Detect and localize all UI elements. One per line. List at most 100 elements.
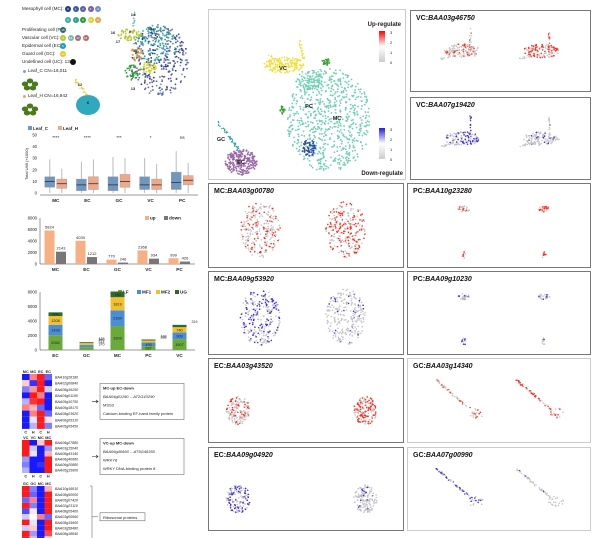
mc-point [363,103,366,106]
ec-point [245,149,248,152]
mc-point [339,82,342,85]
cell-point [148,40,151,43]
cell-point [142,30,144,32]
cell-point [459,55,461,57]
cell-point [529,53,531,56]
cell-point [124,37,126,40]
pc-point [309,78,312,81]
cell-point [163,34,166,37]
heatmap-cell [29,525,37,531]
cell-point [265,249,267,252]
mc-point [309,106,312,108]
cell-point [473,50,476,52]
cell-point [330,315,333,318]
cell-point [147,66,149,69]
cell-point [465,50,467,53]
mc-point [319,113,322,116]
cell-point [341,206,343,208]
cell-point [256,219,259,221]
mc-point [355,85,357,88]
gene-label: BAA05g18170 [55,406,78,410]
cell-point [347,231,350,234]
gc-point [217,124,220,127]
ec-point [230,171,233,174]
feature-title: GC:BAA03g14340 [413,363,473,370]
vc-point [270,61,273,63]
cell-point [350,219,352,222]
ec-point [241,173,244,176]
cell-point [325,227,328,229]
cell-point [120,30,123,33]
mc-point [350,85,352,88]
cell-point [169,33,172,35]
mc-point [355,126,358,129]
cell-point [236,509,238,511]
pc-point [311,87,314,90]
cell-point [241,233,243,236]
cell-point [539,55,541,57]
cell-point [136,67,138,69]
mc-point [322,167,325,170]
cell-point [166,40,169,43]
cell-point [368,502,370,504]
cell-point [271,249,274,251]
cell-point [257,208,260,210]
heatmap-cell [37,467,45,473]
cell-point [372,409,375,412]
cell-point [171,28,174,31]
cell-point [330,247,333,249]
cell-point [341,329,343,331]
cell-point [528,142,531,145]
cell-point [373,408,375,410]
mc-point [353,112,356,115]
cell-point [462,340,465,343]
gene-label: BAA06g05310 [55,418,78,422]
cell-point [243,223,245,225]
cell-point [347,220,349,223]
gc-point [222,127,225,129]
heatmap-cell [29,462,37,468]
mc-point [307,125,309,128]
cell-point [462,141,464,144]
cell-point [171,69,174,72]
cell-point [273,302,276,305]
cell-point [375,494,377,496]
mc-point [357,140,359,142]
cell-point [518,57,521,59]
cell-point [350,209,352,212]
cell-point [351,223,353,225]
mc-point [338,104,341,107]
mc-point [293,141,296,143]
bar-segment [172,327,187,333]
cell-point [247,493,250,496]
cell-point [85,93,87,96]
cell-point [334,298,337,301]
mc-point [320,158,323,160]
pc-point [312,81,315,84]
cell-point [245,247,248,249]
cell-point [259,340,262,343]
mc-point [319,108,322,111]
cell-point [135,53,138,56]
cell-point [331,212,334,215]
cell-point [526,48,528,51]
mc-point [312,111,315,113]
gc-point [223,128,226,131]
cell-point [238,405,240,407]
mc-point [344,107,347,110]
ec-point [236,161,239,164]
mc-point [333,80,335,82]
cell-point [150,34,152,37]
blue-point [312,141,315,143]
cell-point [245,241,247,244]
data-label: 770 [108,254,115,259]
cell-point [343,221,346,224]
cell-point [154,49,157,52]
cell-point [461,401,464,404]
mc-point [297,141,300,144]
mc-point [352,94,355,97]
cell-point [248,211,250,213]
mc-point [316,108,319,111]
cell-point [547,47,549,50]
cell-point [242,225,244,228]
